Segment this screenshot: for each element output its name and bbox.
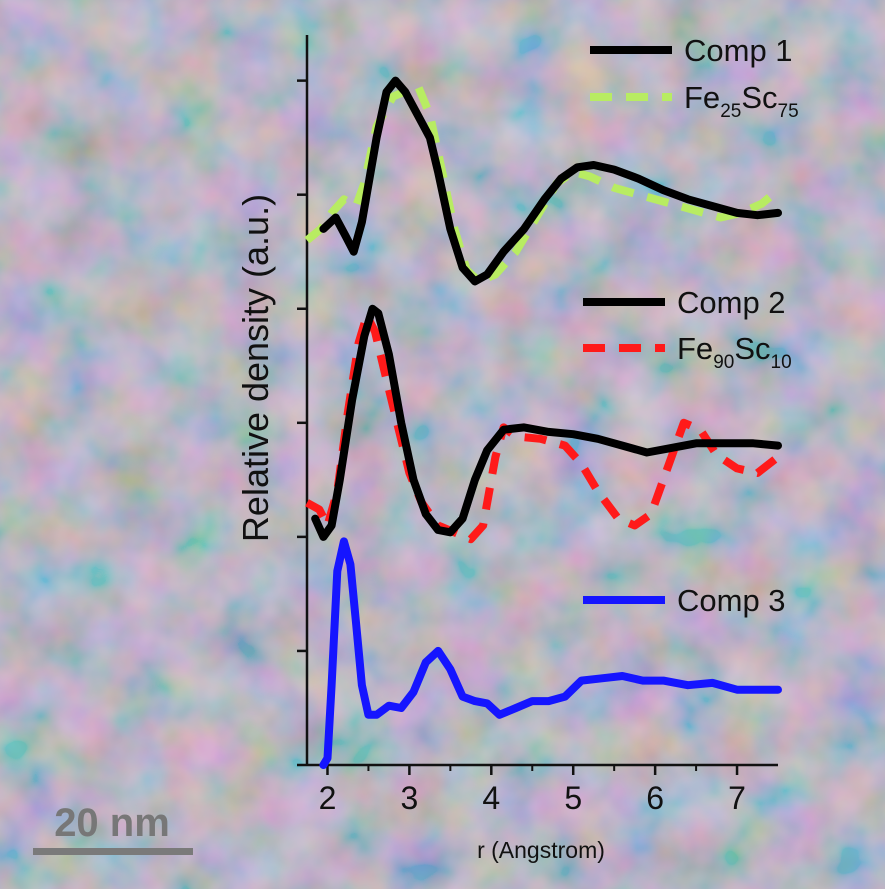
x-tick-label: 5 (564, 780, 582, 816)
series-line-comp-2 (311, 304, 782, 541)
x-tick-label: 4 (482, 780, 500, 816)
x-tick-label: 6 (646, 780, 664, 816)
series-line-comp-3 (319, 537, 782, 769)
legend-label-fe90sc10: Fe90Sc10 (677, 331, 792, 373)
chart-axes (305, 35, 778, 767)
x-axis-label: r (Angstrom) (477, 837, 605, 863)
series-line-fe25sc75 (304, 81, 773, 286)
y-axis-label: Relative density (a.u.) (235, 194, 276, 542)
legend-label-comp-2: Comp 2 (677, 285, 786, 320)
chart-series-lines (304, 76, 782, 769)
scale-bar-line (33, 848, 193, 855)
scale-bar-label: 20 nm (54, 801, 170, 845)
x-tick-label: 3 (400, 780, 418, 816)
series-line-comp-1 (319, 76, 782, 286)
x-tick-label: 2 (319, 780, 337, 816)
chart-legend: Comp 1 Fe25Sc75 Comp 2 Fe90Sc10 Comp 3 (583, 33, 799, 618)
legend-label-comp-1: Comp 1 (684, 33, 793, 68)
x-tick-label: 7 (728, 780, 746, 816)
chart-ticks: 2 3 4 5 6 7 (297, 79, 746, 816)
legend-label-fe25sc75: Fe25Sc75 (684, 80, 799, 122)
scale-bar: 20 nm (33, 801, 193, 855)
legend-label-comp-3: Comp 3 (677, 583, 786, 618)
